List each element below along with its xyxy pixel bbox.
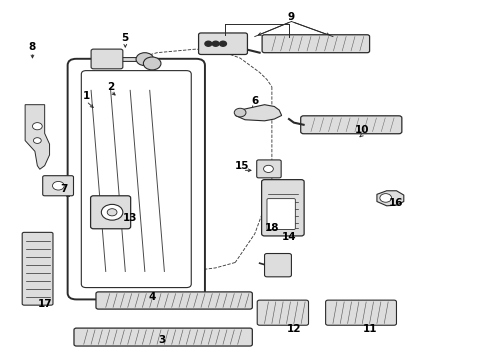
Text: 7: 7 — [61, 184, 68, 194]
FancyBboxPatch shape — [68, 59, 205, 300]
Circle shape — [234, 108, 246, 117]
FancyBboxPatch shape — [91, 196, 131, 229]
Text: 5: 5 — [122, 33, 129, 43]
Circle shape — [264, 165, 273, 172]
FancyBboxPatch shape — [265, 253, 292, 277]
Circle shape — [144, 57, 161, 70]
Text: 8: 8 — [29, 42, 36, 52]
Circle shape — [101, 204, 123, 220]
FancyBboxPatch shape — [301, 116, 402, 134]
Circle shape — [220, 41, 226, 46]
Text: 6: 6 — [251, 96, 258, 106]
Circle shape — [52, 181, 64, 190]
Polygon shape — [377, 191, 404, 206]
Polygon shape — [25, 105, 49, 169]
Circle shape — [136, 53, 154, 66]
FancyBboxPatch shape — [267, 199, 295, 229]
Circle shape — [32, 123, 42, 130]
FancyBboxPatch shape — [257, 300, 309, 325]
FancyBboxPatch shape — [257, 160, 281, 178]
Text: 4: 4 — [148, 292, 156, 302]
FancyBboxPatch shape — [74, 328, 252, 346]
FancyBboxPatch shape — [43, 176, 74, 196]
Text: 14: 14 — [282, 232, 296, 242]
Circle shape — [380, 194, 392, 202]
FancyBboxPatch shape — [96, 292, 252, 309]
Text: 13: 13 — [123, 213, 137, 222]
FancyBboxPatch shape — [262, 35, 369, 53]
Circle shape — [205, 41, 212, 46]
Text: 17: 17 — [37, 299, 52, 309]
Text: 2: 2 — [107, 82, 114, 92]
Circle shape — [107, 209, 117, 216]
FancyBboxPatch shape — [262, 180, 304, 236]
Text: 11: 11 — [362, 324, 377, 334]
FancyBboxPatch shape — [326, 300, 396, 325]
Text: 15: 15 — [235, 161, 250, 171]
Text: 10: 10 — [355, 125, 369, 135]
FancyBboxPatch shape — [22, 232, 53, 305]
Text: 3: 3 — [158, 334, 166, 345]
Circle shape — [33, 138, 41, 143]
Text: 12: 12 — [287, 324, 301, 334]
Text: 1: 1 — [83, 91, 90, 101]
Text: 9: 9 — [288, 12, 295, 22]
FancyBboxPatch shape — [91, 49, 123, 69]
FancyBboxPatch shape — [198, 33, 247, 54]
FancyBboxPatch shape — [81, 71, 191, 288]
Text: 16: 16 — [389, 198, 404, 208]
Circle shape — [212, 41, 219, 46]
Polygon shape — [235, 105, 282, 121]
Text: 18: 18 — [265, 224, 279, 233]
